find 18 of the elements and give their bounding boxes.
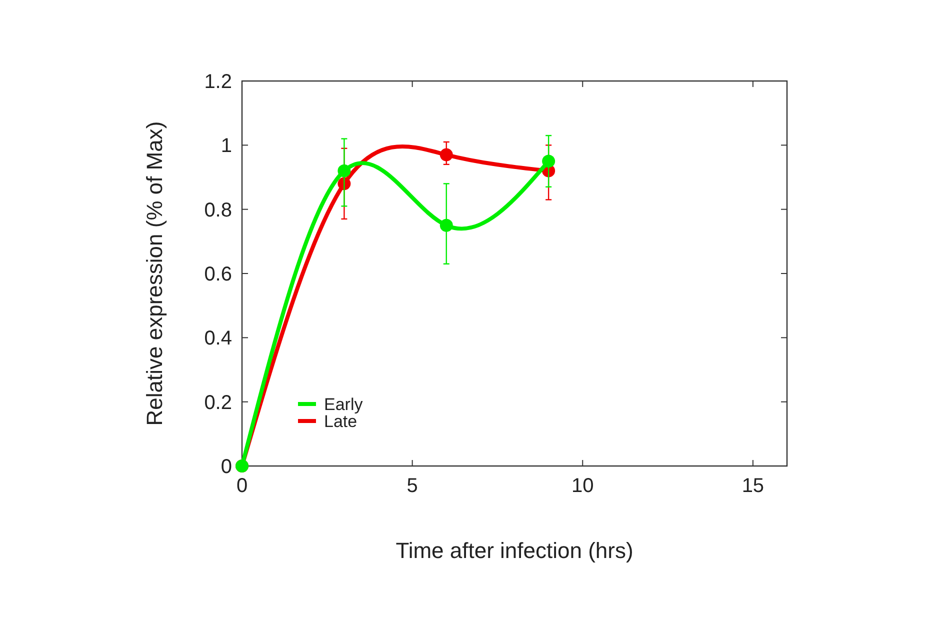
legend-label: Early <box>324 394 364 414</box>
y-tick-label: 0.2 <box>204 392 232 414</box>
y-axis-title: Relative expression (% of Max) <box>142 121 167 426</box>
point <box>542 154 556 168</box>
x-axis-title: Time after infection (hrs) <box>396 538 634 563</box>
y-tick-label: 1.2 <box>204 71 232 93</box>
y-tick-label: 0.6 <box>204 264 232 286</box>
x-tick-label: 5 <box>406 475 418 497</box>
y-tick-label: 0.4 <box>204 328 232 350</box>
y-tick-label: 0 <box>220 456 232 478</box>
point <box>440 218 453 232</box>
point <box>440 148 453 162</box>
x-tick-label: 10 <box>572 475 594 497</box>
x-tick-label: 15 <box>742 475 764 497</box>
point <box>338 164 351 178</box>
x-tick-label: 0 <box>236 475 248 497</box>
y-tick-label: 1 <box>220 135 232 158</box>
y-tick-label: 0.8 <box>204 199 232 222</box>
